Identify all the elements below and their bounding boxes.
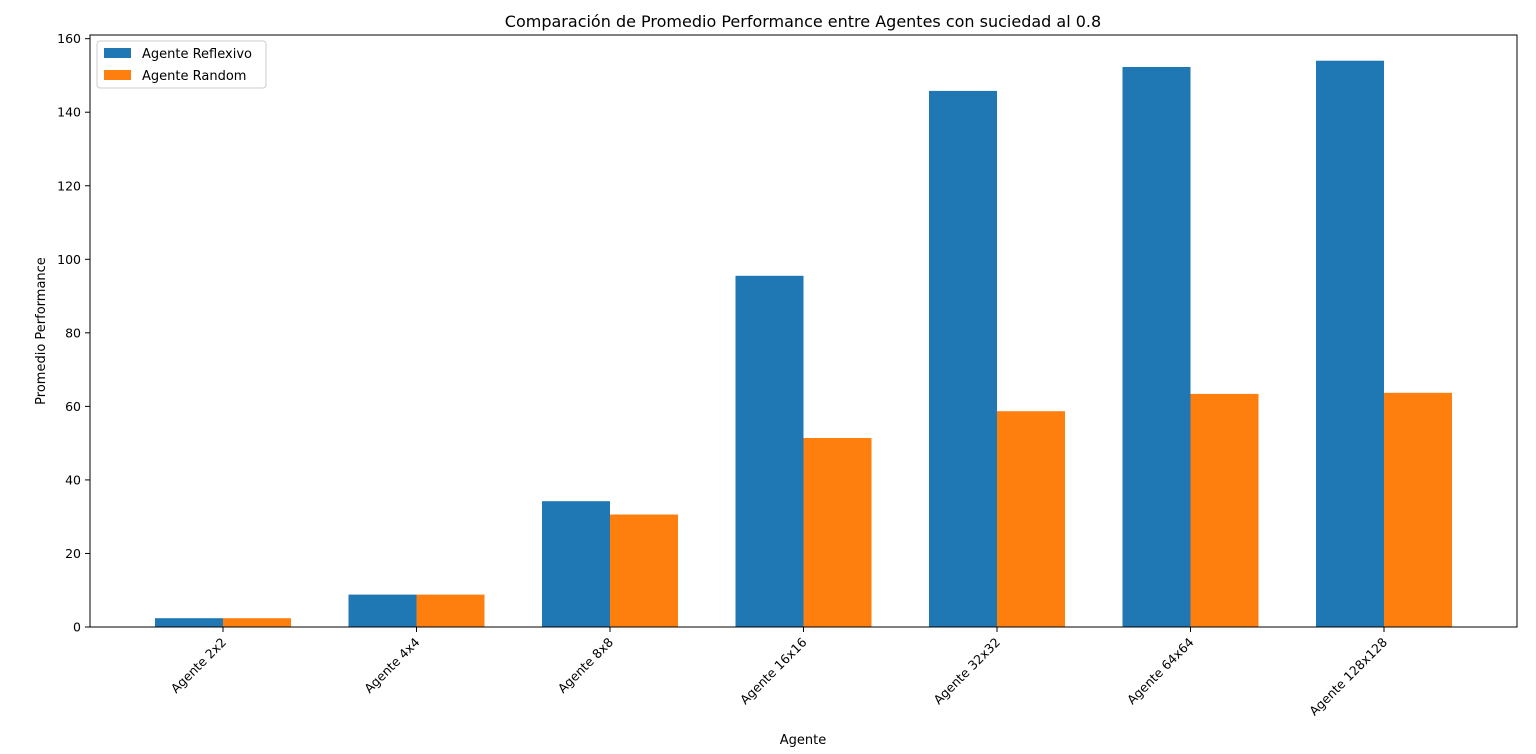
legend-frame	[96, 40, 267, 89]
x-tick-label-1: Agente 4x4	[361, 634, 423, 696]
plot-frame	[89, 34, 1518, 628]
y-tick-label-7: 140	[57, 105, 81, 120]
x-tick-label-5: Agente 64x64	[1124, 634, 1197, 707]
bar-reflexivo-0	[155, 618, 223, 627]
bar-random-5	[1190, 393, 1259, 627]
y-tick-label-3: 60	[65, 399, 81, 414]
bar-reflexivo-2	[542, 501, 610, 627]
x-tick-label-3: Agente 16x16	[737, 634, 810, 707]
x-tick-label-2: Agente 8x8	[555, 634, 617, 696]
bar-random-0	[223, 618, 291, 627]
x-axis-label: Agente	[780, 733, 826, 748]
bar-random-2	[610, 514, 678, 627]
legend-label-random: Agente Random	[142, 69, 246, 84]
bar-reflexivo-3	[735, 275, 804, 627]
y-tick-label-8: 160	[57, 31, 81, 46]
bar-random-3	[803, 438, 872, 627]
bar-random-1	[416, 594, 485, 627]
y-axis-ticks: 0 20 40 60 80 100 120 140 160	[57, 31, 90, 635]
bar-reflexivo-6	[1316, 60, 1384, 627]
y-tick-label-1: 20	[65, 546, 81, 561]
y-tick-label-4: 80	[65, 325, 81, 340]
x-tick-label-4: Agente 32x32	[930, 635, 1003, 708]
bar-reflexivo-5	[1122, 67, 1191, 627]
x-tick-label-0: Agente 2x2	[168, 635, 229, 696]
bar-random-6	[1384, 392, 1452, 627]
y-tick-label-6: 120	[57, 178, 81, 193]
legend-label-reflexivo: Agente Reflexivo	[142, 47, 252, 62]
y-tick-label-2: 40	[65, 472, 81, 487]
y-axis-label: Promedio Performance	[34, 257, 49, 405]
bar-reflexivo-4	[929, 90, 997, 627]
x-axis-ticks: Agente 2x2 Agente 4x4 Agente 8x8 Agente 16x…	[168, 627, 1390, 719]
x-tick-label-6: Agente 128x128	[1306, 634, 1390, 718]
chart-title: Comparación de Promedio Performance entr…	[505, 12, 1101, 31]
bar-random-4	[997, 411, 1065, 627]
bar-reflexivo-1	[348, 594, 417, 627]
y-tick-label-0: 0	[73, 620, 81, 635]
legend: Agente Reflexivo Agente Random	[96, 40, 267, 89]
legend-swatch-random	[104, 70, 131, 80]
bars-group	[155, 60, 1452, 627]
legend-swatch-reflexivo	[104, 48, 131, 58]
y-tick-label-5: 100	[57, 252, 81, 267]
